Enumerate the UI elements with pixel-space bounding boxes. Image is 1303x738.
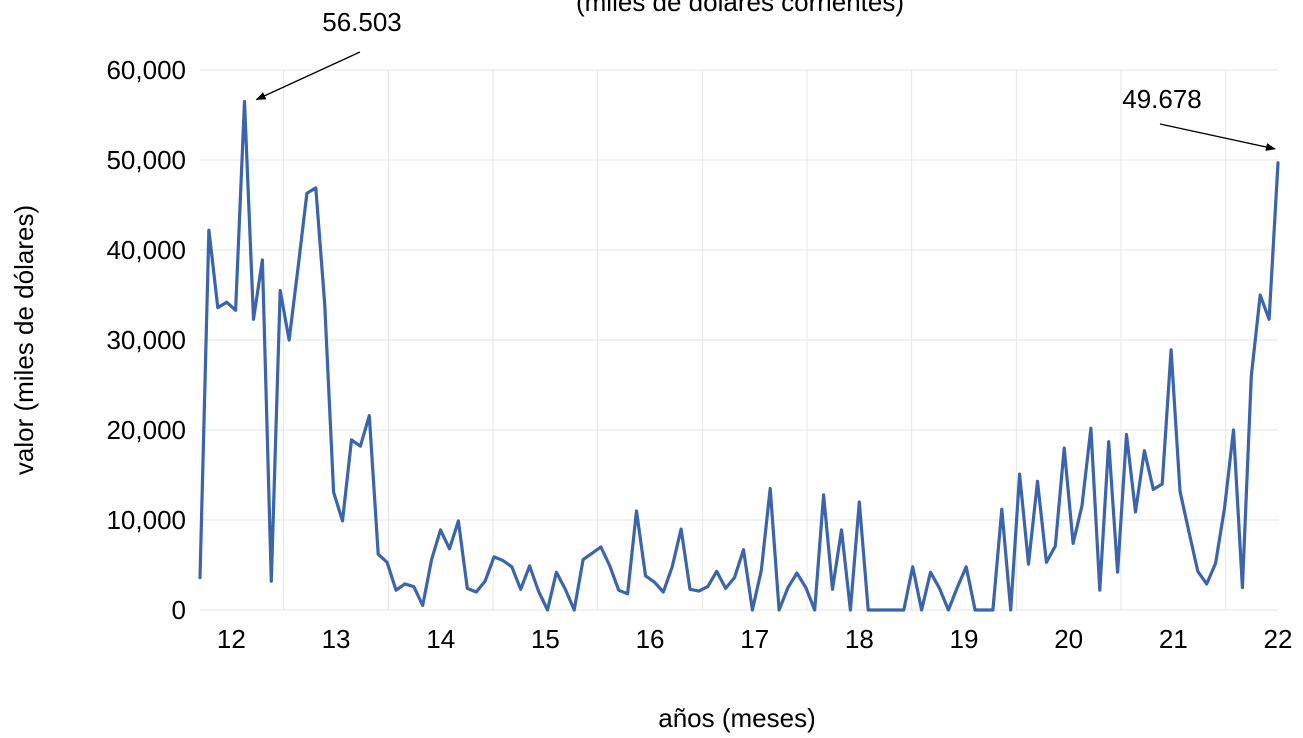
y-tick-label: 40,000 <box>106 235 186 265</box>
series-line <box>198 99 1280 612</box>
chart-title: (miles de dólares corrientes) <box>576 0 904 17</box>
annotation-last-label: 49.678 <box>1122 84 1202 114</box>
x-tick-label: 22 <box>1264 624 1293 654</box>
x-tick-label: 18 <box>845 624 874 654</box>
x-tick-label: 20 <box>1054 624 1083 654</box>
y-tick-label: 10,000 <box>106 505 186 535</box>
y-axis-title: valor (miles de dólares) <box>9 205 39 475</box>
series-group <box>198 99 1280 612</box>
x-tick-labels: 12 13 14 15 16 17 18 19 20 21 22 <box>217 624 1293 654</box>
annotation-max-label: 56.503 <box>322 7 402 37</box>
annotation-last-arrow <box>1159 123 1276 151</box>
x-tick-label: 16 <box>636 624 665 654</box>
x-tick-label: 14 <box>426 624 455 654</box>
y-tick-label: 50,000 <box>106 145 186 175</box>
y-tick-label: 30,000 <box>106 325 186 355</box>
x-axis-title: años (meses) <box>658 703 816 733</box>
annotation-max-arrow <box>255 51 361 101</box>
x-tick-label: 13 <box>322 624 351 654</box>
y-tick-labels: 0 10,000 20,000 30,000 40,000 50,000 60,000 <box>106 55 186 625</box>
x-tick-label: 21 <box>1159 624 1188 654</box>
y-tick-label: 0 <box>172 595 186 625</box>
x-tick-label: 19 <box>950 624 979 654</box>
y-tick-label: 60,000 <box>106 55 186 85</box>
annotations: 56.503 49.678 <box>255 7 1276 151</box>
y-tick-label: 20,000 <box>106 415 186 445</box>
x-tick-label: 12 <box>217 624 246 654</box>
gridlines <box>200 69 1278 611</box>
x-tick-label: 15 <box>531 624 560 654</box>
x-tick-label: 17 <box>740 624 769 654</box>
